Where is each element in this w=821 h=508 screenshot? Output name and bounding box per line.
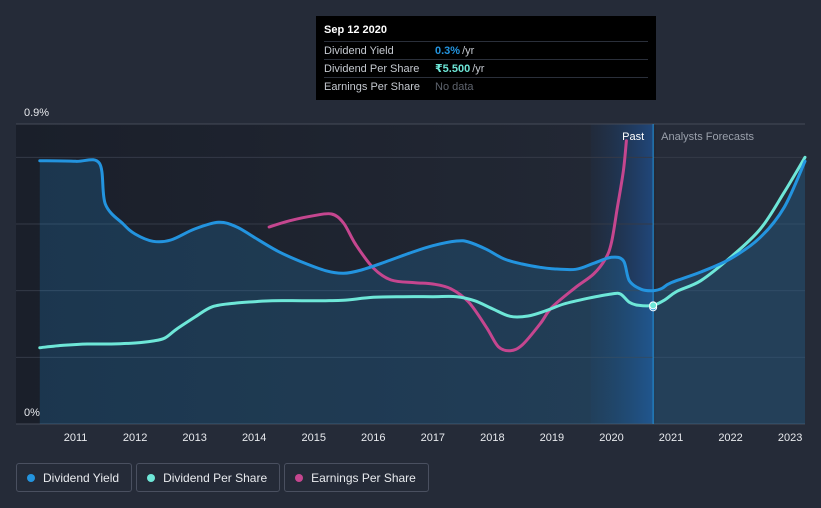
- tooltip-label: Dividend Yield: [324, 44, 394, 57]
- tooltip-unit: /yr: [472, 62, 485, 75]
- legend: Dividend Yield Dividend Per Share Earnin…: [16, 463, 429, 492]
- tooltip-date: Sep 12 2020: [324, 24, 387, 36]
- dividend-yield-line: [38, 158, 807, 293]
- legend-label: Dividend Yield: [43, 470, 120, 485]
- x-tick-label: 2016: [361, 432, 385, 444]
- legend-dot-icon: [295, 473, 304, 482]
- legend-dot-icon: [147, 473, 156, 482]
- tooltip-label: Dividend Per Share: [324, 62, 420, 75]
- tooltip-row-dividend-yield: Dividend Yield 0.3% /yr: [324, 41, 648, 59]
- x-tick-label: 2015: [301, 432, 325, 444]
- x-tick-label: 2019: [540, 432, 564, 444]
- x-tick-label: 2020: [599, 432, 623, 444]
- x-tick-label: 2012: [123, 432, 147, 444]
- x-tick-label: 2011: [64, 432, 88, 444]
- tooltip-row-earnings-per-share: Earnings Per Share No data: [324, 77, 648, 95]
- dividend-per-share-line: [38, 155, 807, 350]
- x-tick-label: 2017: [421, 432, 445, 444]
- y-axis-max-label: 0.9%: [24, 107, 49, 119]
- tooltip-unit: /yr: [462, 44, 475, 57]
- y-axis-min-label: 0%: [24, 407, 40, 419]
- x-tick-label: 2022: [718, 432, 742, 444]
- tooltip-label: Earnings Per Share: [324, 80, 420, 93]
- legend-label: Dividend Per Share: [163, 470, 268, 485]
- x-tick-label: 2023: [778, 432, 802, 444]
- tooltip-value: ₹5.500: [435, 63, 471, 75]
- dividend-per-share-marker: [649, 301, 658, 310]
- legend-item-earnings-per-share[interactable]: Earnings Per Share: [284, 463, 429, 492]
- legend-dot-icon: [27, 473, 35, 482]
- legend-item-dividend-per-share[interactable]: Dividend Per Share: [136, 463, 281, 492]
- analysts-forecasts-label: Analysts Forecasts: [661, 131, 754, 143]
- x-tick-label: 2014: [242, 432, 266, 444]
- tooltip-no-data: No data: [435, 80, 474, 93]
- x-tick-label: 2021: [659, 432, 683, 444]
- legend-label: Earnings Per Share: [311, 470, 416, 485]
- tooltip: Sep 12 2020 Dividend Yield 0.3% /yr Divi…: [316, 16, 656, 100]
- tooltip-row-dividend-per-share: Dividend Per Share ₹5.500 /yr: [324, 59, 648, 77]
- x-tick-label: 2013: [182, 432, 206, 444]
- x-tick-label: 2018: [480, 432, 504, 444]
- legend-item-dividend-yield[interactable]: Dividend Yield: [16, 463, 133, 492]
- tooltip-value: 0.3%: [435, 44, 461, 57]
